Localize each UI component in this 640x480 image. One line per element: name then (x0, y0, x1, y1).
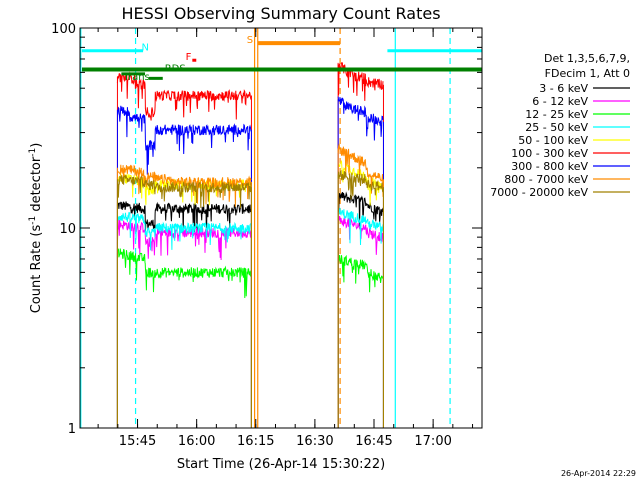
series-7-segment-1 (337, 143, 384, 197)
x-tick-label-2: 16:15 (237, 434, 274, 449)
flag-label-2: F (186, 52, 192, 63)
series-0-segment-0 (117, 201, 252, 237)
x-tick-label-3: 16:30 (296, 434, 333, 449)
y-label-exp1: -1 (28, 216, 38, 225)
y-label-main: Count Rate (s (29, 225, 44, 314)
flag-label-4: Trans (122, 72, 149, 83)
x-axis-ticks: 15:45 16:00 16:15 16:30 16:45 17:00 (97, 28, 474, 449)
flag-label-3: RDS (165, 64, 186, 75)
series-5-segment-0 (116, 71, 252, 121)
x-tick-label-1: 16:00 (178, 434, 215, 449)
flag-label-0: N (141, 43, 148, 54)
series-3-segment-0 (116, 212, 252, 251)
series-2-segment-0 (116, 247, 252, 299)
generation-timestamp: 26-Apr-2014 22:29 (561, 469, 636, 478)
x-tick-label-0: 15:45 (119, 434, 156, 449)
legend-entry-1: 6 - 12 keV (532, 95, 588, 108)
y-axis-ticks: 1 10 100 (51, 22, 482, 437)
legend-entry-0: 3 - 6 keV (539, 82, 588, 95)
series-6-segment-1 (337, 96, 384, 141)
legend-entry-3: 25 - 50 keV (525, 121, 588, 134)
legend-entry-2: 12 - 25 keV (525, 108, 588, 121)
legend-entry-8: 7000 - 20000 keV (490, 186, 588, 199)
y-tick-label-1: 10 (59, 222, 76, 237)
series-0-segment-1 (337, 190, 384, 229)
y-tick-label-2: 100 (51, 22, 76, 37)
y-label-mid: detector (29, 156, 44, 216)
legend-header-line1: Det 1,3,5,6,7,9, (544, 52, 630, 65)
legend-header-line2: FDecim 1, Att 0 (545, 67, 630, 80)
series-6-segment-0 (116, 105, 252, 175)
y-label-end: ) (29, 143, 44, 148)
legend-entry-5: 100 - 300 keV (511, 147, 588, 160)
legend-entry-4: 50 - 100 keV (518, 134, 588, 147)
series-3-segment-1 (337, 207, 384, 246)
y-axis-label: Count Rate (s-1 detector-1) (28, 143, 44, 314)
legend-entry-6: 300 - 800 keV (511, 160, 588, 173)
legend-entry-7: 800 - 7000 keV (504, 173, 588, 186)
series-8-segment-1 (337, 170, 384, 200)
series-8-segment-0 (116, 174, 252, 209)
x-tick-label-4: 16:45 (355, 434, 392, 449)
legend: Det 1,3,5,6,7,9, FDecim 1, Att 0 3 - 6 k… (490, 52, 630, 199)
plot-area (80, 28, 482, 428)
series-2-segment-1 (337, 254, 384, 293)
flag-label-1: S (247, 35, 253, 46)
series-lines (116, 61, 384, 428)
x-tick-label-5: 17:00 (414, 434, 451, 449)
y-label-exp2: -1 (28, 148, 38, 157)
y-tick-label-0: 1 (68, 422, 76, 437)
observation-flags (81, 41, 482, 80)
x-axis-label: Start Time (26-Apr-14 15:30:22) (177, 457, 385, 472)
chart-title: HESSI Observing Summary Count Rates (121, 4, 440, 23)
